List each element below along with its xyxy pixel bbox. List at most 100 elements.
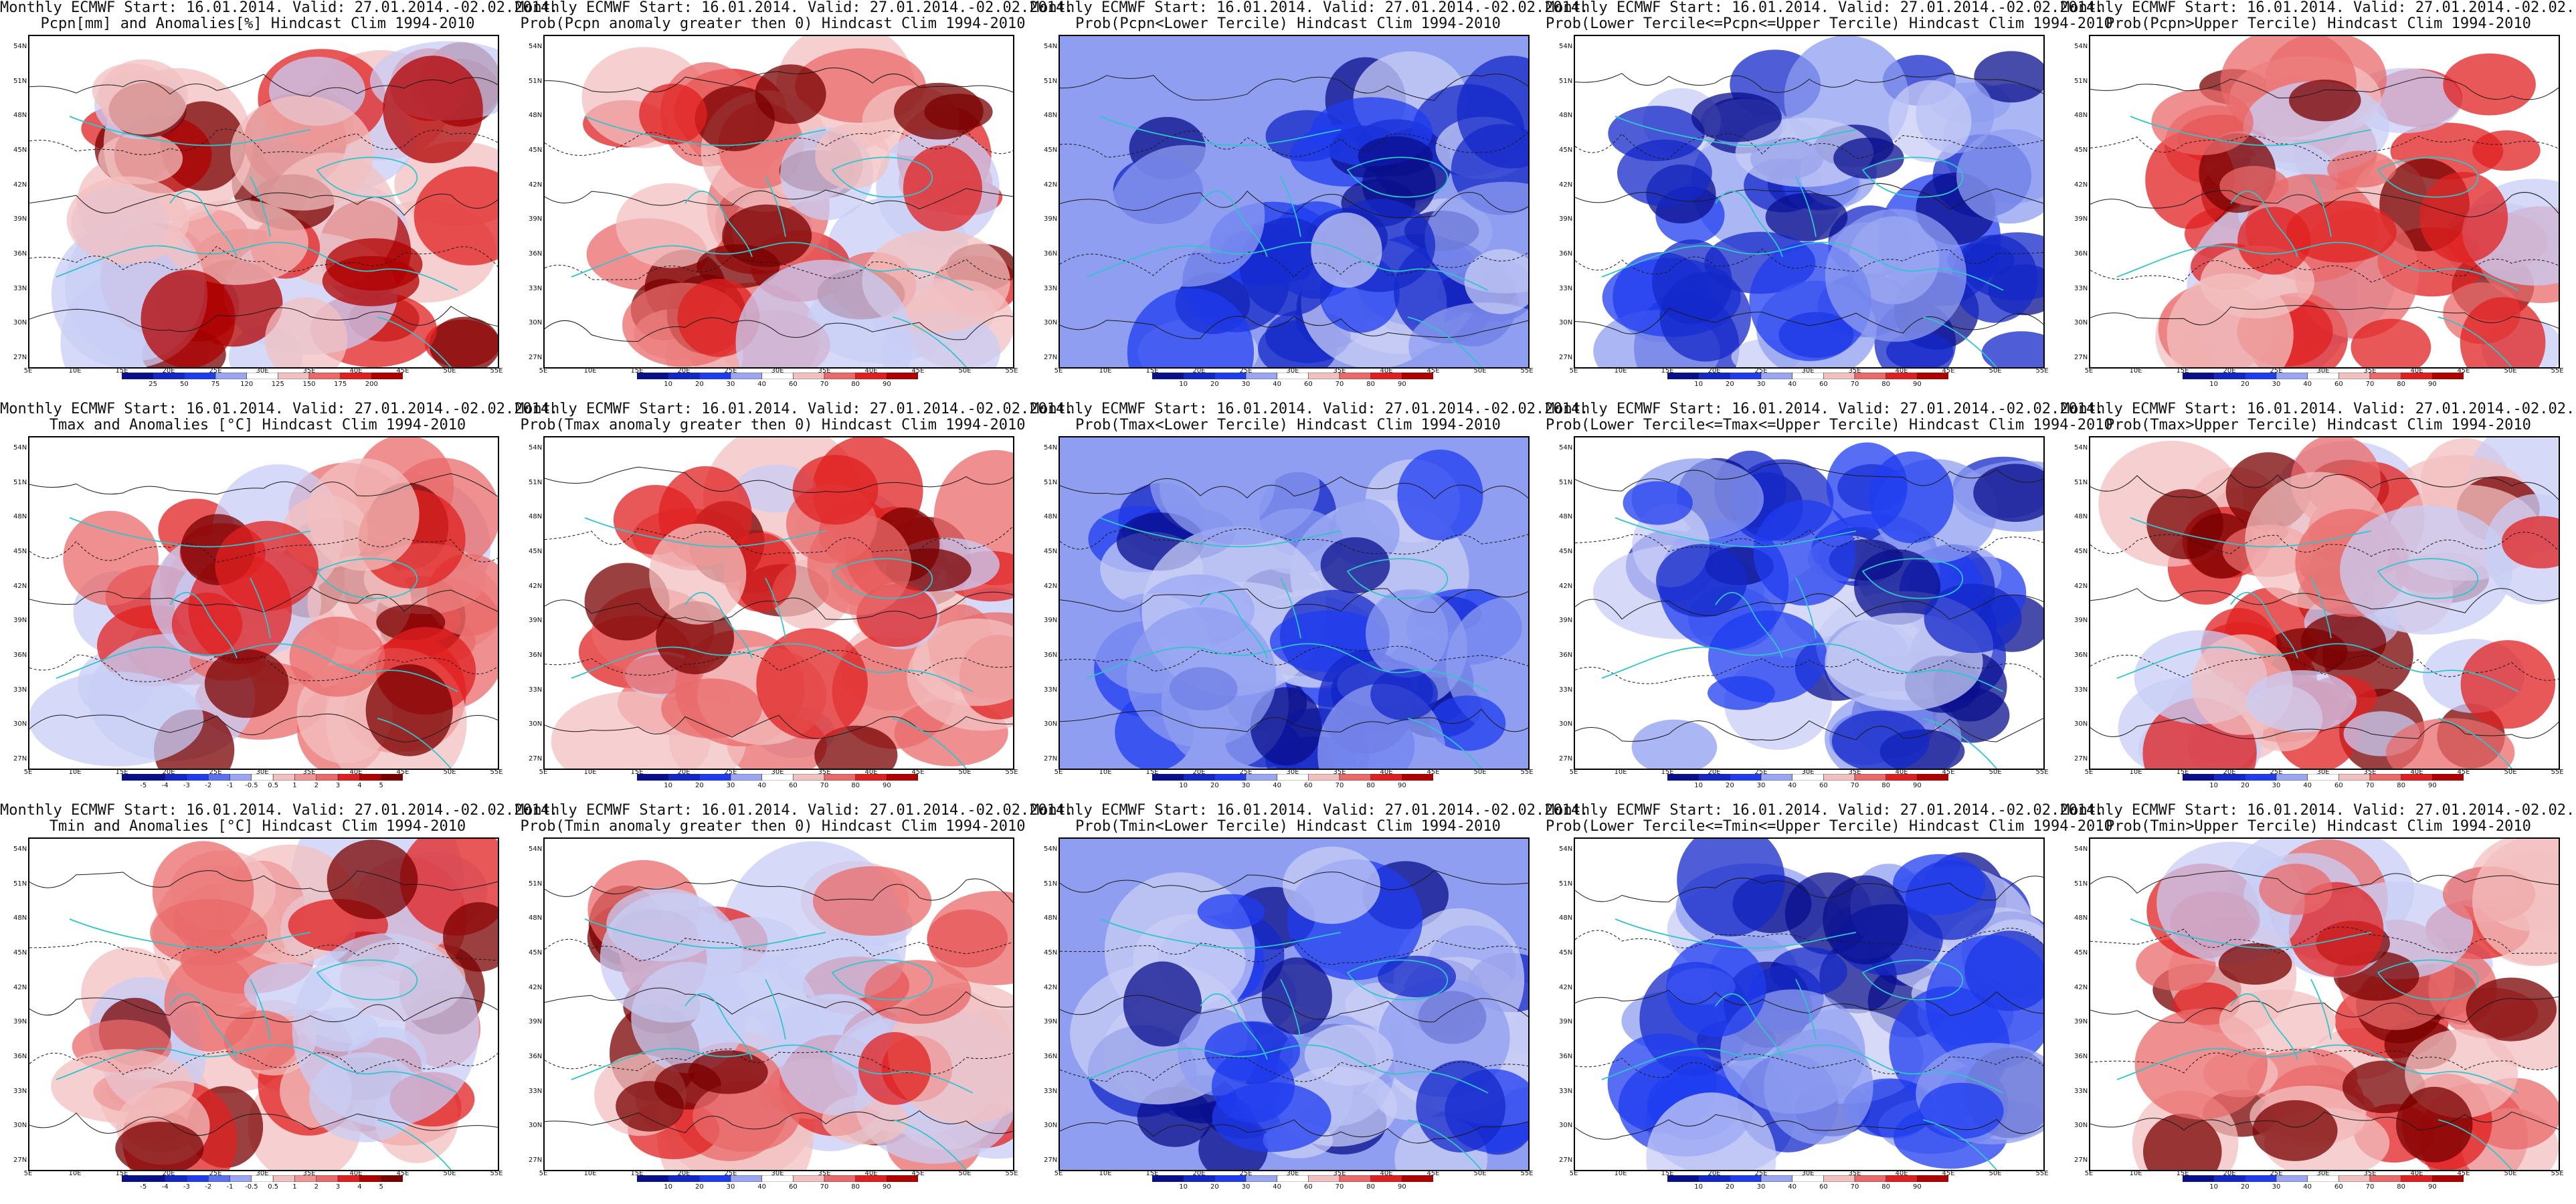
colorbar-swatch <box>887 1175 918 1182</box>
contour-line <box>1060 74 1528 101</box>
longitude-label: 40E <box>1380 1170 1393 1177</box>
forecast-panel-tmin_anom: Monthly ECMWF Start: 16.01.2014. Valid: … <box>0 803 558 1204</box>
colorbar-swatch <box>143 774 165 781</box>
longitude-label: 35E <box>818 769 831 776</box>
map-frame <box>1574 35 2045 369</box>
field-shade <box>1831 710 1930 769</box>
colorbar-tick-label: -0.5 <box>245 782 258 789</box>
field-shade <box>413 166 498 266</box>
colorbar-tick-label: 70 <box>1335 1183 1344 1191</box>
longitude-label: 15E <box>1145 769 1159 776</box>
field-shade <box>1919 1082 2004 1139</box>
colorbar-swatch <box>637 373 668 379</box>
coastline <box>571 643 974 692</box>
colorbar-swatch <box>699 774 731 781</box>
colorbar-tick-label: 90 <box>1397 1183 1406 1191</box>
latitude-label: 39N <box>1044 215 1058 223</box>
field-shade <box>443 902 498 972</box>
latitude-label: 30N <box>1559 319 1573 327</box>
colorbar-swatch <box>1402 1175 1433 1182</box>
longitude-label: 55E <box>490 367 503 375</box>
colorbar-tick-label: 80 <box>851 381 860 388</box>
longitude-label: 25E <box>1754 367 1768 375</box>
latitude-label: 42N <box>13 983 27 991</box>
colorbar-tick-label: 10 <box>1694 782 1704 789</box>
field-shade <box>429 316 498 367</box>
field-shade <box>1981 331 2043 367</box>
contour-line <box>1575 658 2043 684</box>
latitude-label: 45N <box>2074 146 2088 154</box>
longitude-label: 10E <box>2129 1170 2142 1177</box>
colorbar-swatch <box>2307 774 2339 781</box>
colorbar-tick-label: 60 <box>788 381 798 388</box>
contour-line <box>29 128 498 155</box>
colorbar-tick-label: 40 <box>1788 782 1797 789</box>
colorbar-tick-label: 60 <box>1819 381 1828 388</box>
longitude-label: 45E <box>1942 367 1955 375</box>
coastline <box>831 558 933 599</box>
contour-line <box>1575 308 2043 334</box>
colorbar-swatch <box>153 373 185 379</box>
latitude-label: 45N <box>529 146 543 154</box>
colorbar-swatch <box>1214 373 1247 379</box>
colorbar-tick-label: 3 <box>335 1183 341 1191</box>
coastline <box>2310 979 2332 1040</box>
latitude-label: 54N <box>13 444 27 452</box>
contour-line <box>29 870 498 892</box>
colorbar-tick-label: 80 <box>2397 782 2406 789</box>
colorbar-swatch <box>2213 774 2245 781</box>
latitude-label: 51N <box>2074 880 2088 888</box>
forecast-field <box>2090 437 2559 769</box>
latitude-label: 27N <box>13 1157 27 1164</box>
colorbar-tick-label: 2 <box>314 782 318 789</box>
latitude-label: 36N <box>2074 1053 2088 1060</box>
colorbar-swatch <box>1792 1175 1824 1182</box>
coastline <box>1200 191 1268 258</box>
longitude-label: 30E <box>2316 769 2330 776</box>
coastline <box>1615 517 1857 548</box>
coastline <box>1200 592 1268 659</box>
longitude-label: 5E <box>539 769 548 776</box>
longitude-label: 50E <box>1989 1170 2002 1177</box>
field-shade <box>2259 864 2333 915</box>
colorbar-swatch <box>1308 1175 1340 1182</box>
colorbar-swatch <box>229 1175 252 1182</box>
coastline <box>2310 577 2332 639</box>
longitude-label: 25E <box>724 367 737 375</box>
colorbar: 10 20 30 40 60 70 80 90 <box>1152 1175 1433 1193</box>
colorbar-swatch <box>340 373 372 379</box>
coastline <box>2437 1119 2512 1170</box>
forecast-field <box>1060 36 1528 367</box>
longitude-label: 15E <box>115 367 128 375</box>
longitude-label: 40E <box>2410 1170 2423 1177</box>
longitude-label: 30E <box>1801 769 1815 776</box>
colorbar-tick-label: 10 <box>2209 381 2219 388</box>
coastline <box>377 718 452 769</box>
latitude-label: 45N <box>529 949 543 957</box>
latitude-label: 30N <box>13 319 27 327</box>
latitude-label: 48N <box>529 112 543 120</box>
contour-line <box>29 245 498 272</box>
longitude-label: 50E <box>443 769 456 776</box>
longitude-label: 30E <box>1286 367 1299 375</box>
colorbar-swatch <box>1245 774 1277 781</box>
field-shade <box>1304 1024 1394 1086</box>
coastline <box>1099 918 1342 949</box>
colorbar-swatch <box>1214 774 1247 781</box>
colorbar-tick-label: 80 <box>1366 381 1376 388</box>
colorbar-swatch <box>1667 1175 1699 1182</box>
colorbar-swatch <box>1277 1175 1309 1182</box>
colorbar-swatch <box>1885 774 1918 781</box>
longitude-label: 45E <box>911 1170 925 1177</box>
colorbar-tick-label: -1 <box>226 1183 234 1191</box>
panel-title-line2: Prob(Pcpn<Lower Tercile) Hindcast Clim 1… <box>1075 15 1501 32</box>
colorbar-swatch <box>2401 774 2433 781</box>
coastline <box>1346 959 1449 1001</box>
latitude-label: 36N <box>529 250 543 258</box>
colorbar-tick-label: 3 <box>335 782 341 789</box>
forecast-field <box>1575 36 2043 367</box>
latitude-label: 30N <box>1044 319 1058 327</box>
colorbar-tick-label: 0.5 <box>268 782 279 789</box>
coastline <box>1715 592 1783 659</box>
coastline <box>2310 176 2332 237</box>
